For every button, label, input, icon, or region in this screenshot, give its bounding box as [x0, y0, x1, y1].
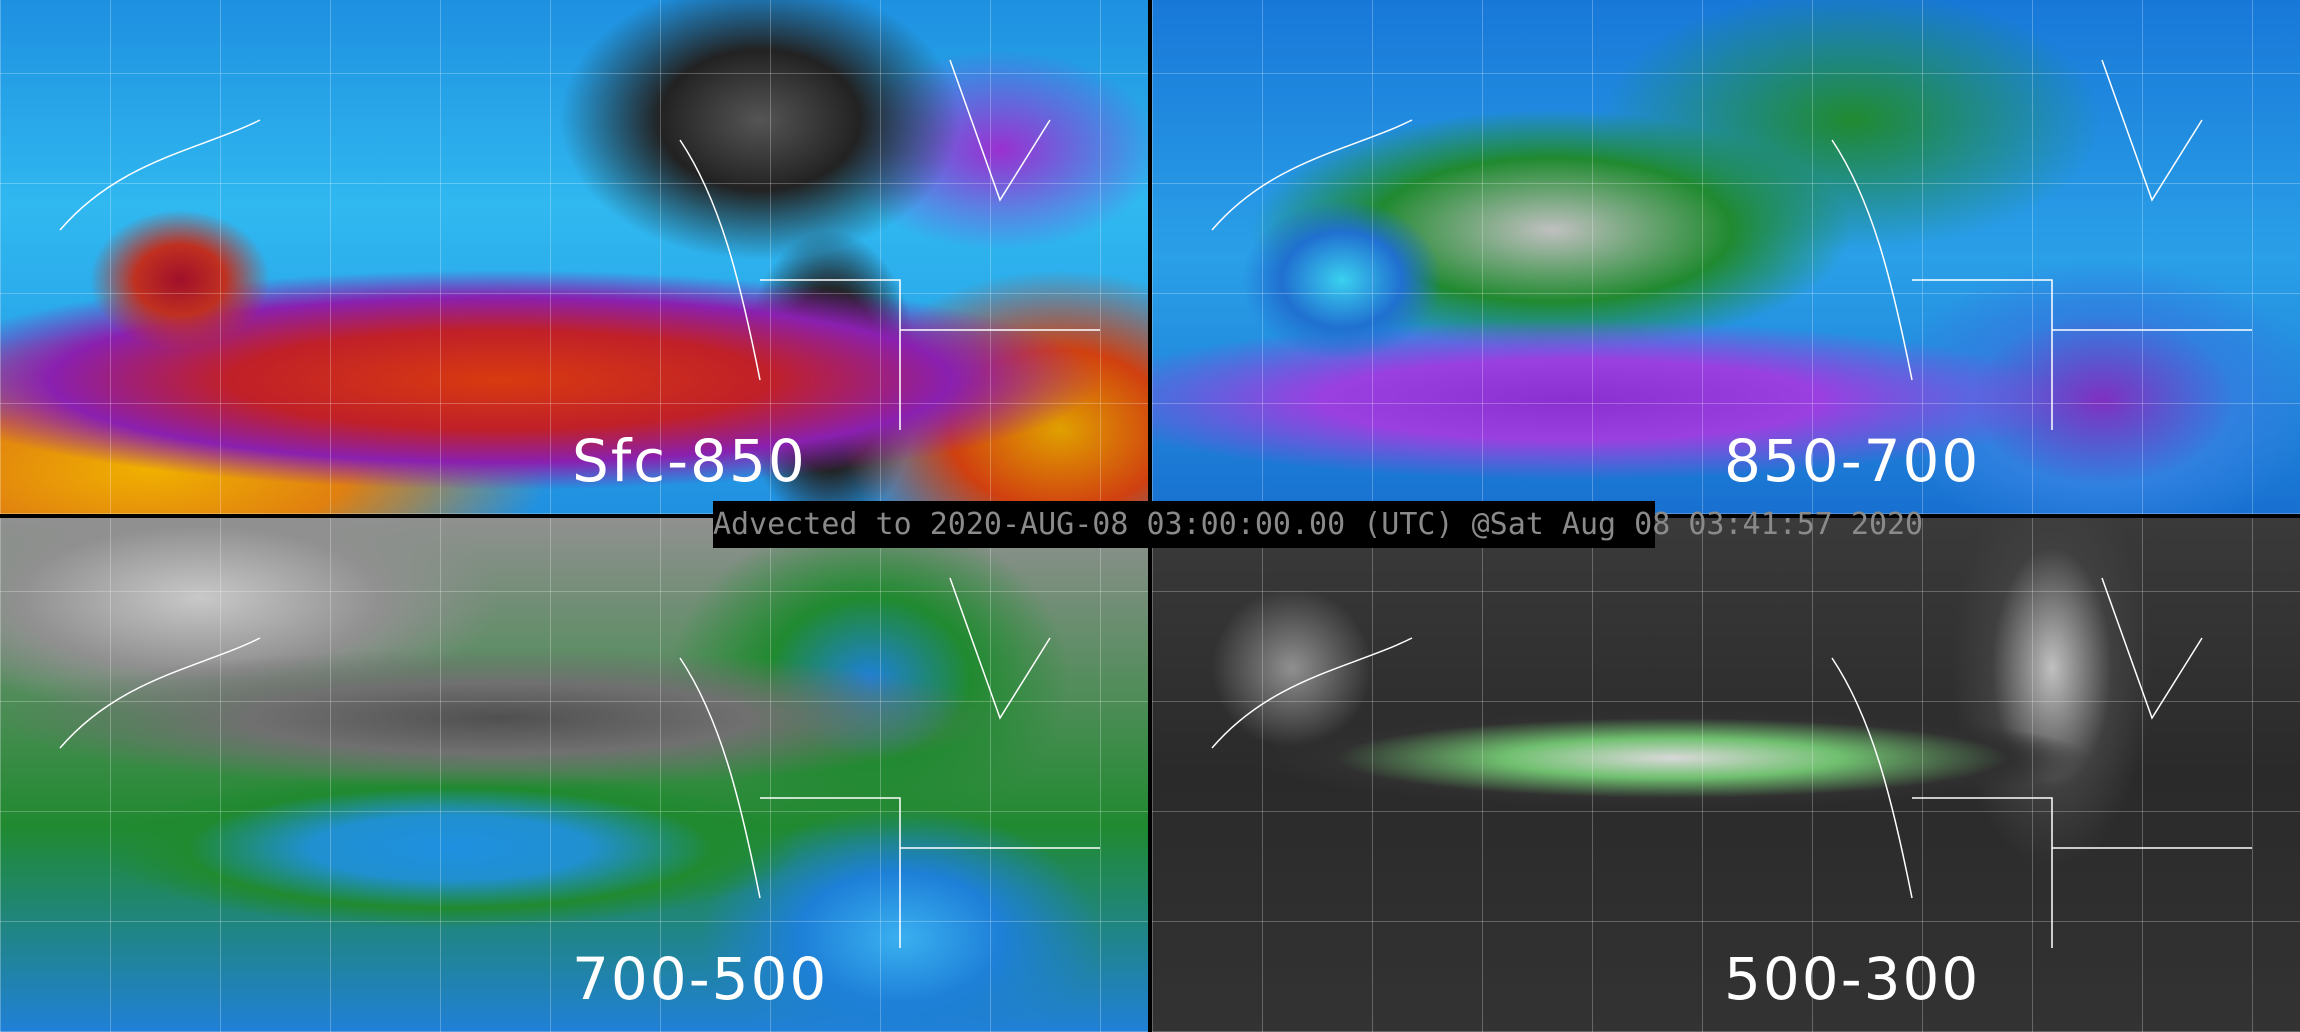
- coastlines: [59, 577, 1100, 948]
- lat-lon-grid: [1152, 518, 2300, 1032]
- lat-lon-grid: [0, 518, 1148, 1032]
- timestamp-label: Advected to 2020-AUG-08 03:00:00.00 (UTC…: [713, 501, 1923, 548]
- lat-lon-grid: [0, 0, 1148, 514]
- coastlines: [1211, 577, 2252, 948]
- map-panel-700-500: 700-500: [0, 518, 1148, 1032]
- coastlines: [59, 59, 1100, 430]
- panel-label: 850-700: [1724, 427, 1981, 495]
- lat-lon-grid: [1152, 0, 2300, 514]
- panel-label: Sfc-850: [572, 427, 807, 495]
- coastlines: [1211, 59, 2252, 430]
- map-panel-sfc-850: Sfc-850: [0, 0, 1148, 514]
- map-panel-850-700: 850-700: [1152, 0, 2300, 514]
- panel-label: 500-300: [1724, 945, 1981, 1013]
- map-panel-500-300: 500-300: [1152, 518, 2300, 1032]
- panel-label: 700-500: [572, 945, 829, 1013]
